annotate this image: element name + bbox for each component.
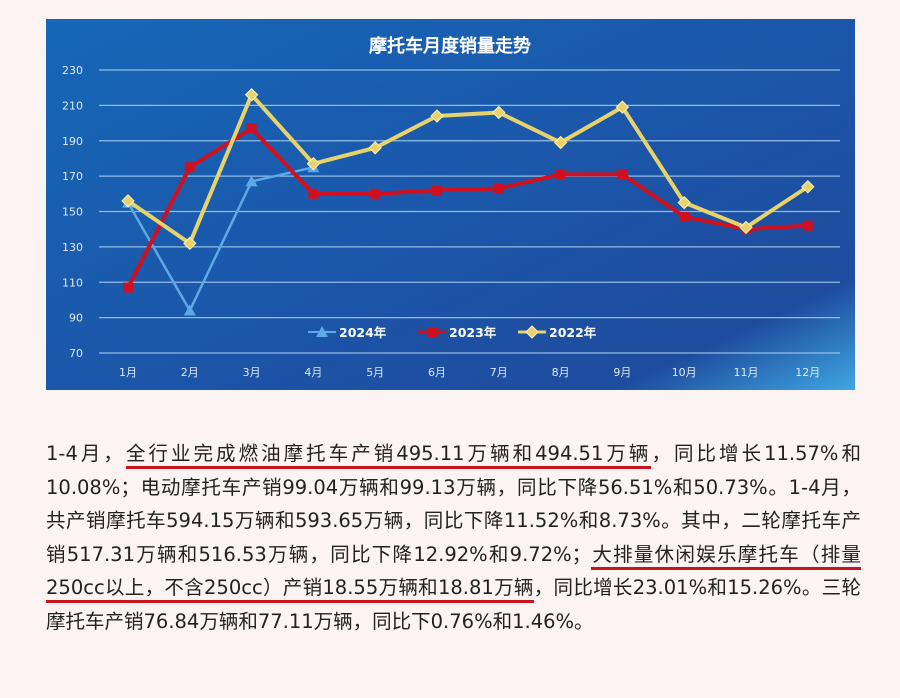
legend-marker	[427, 327, 437, 337]
x-tick-label: 3月	[243, 366, 261, 379]
series-line-2024年	[126, 166, 314, 312]
chart-title: 摩托车月度销量走势	[369, 35, 531, 57]
x-tick-label: 4月	[304, 366, 322, 379]
x-tick-label: 11月	[734, 366, 759, 379]
article-paragraph: 1-4月，全行业完成燃油摩托车产销495.11万辆和494.51万辆，同比增长1…	[46, 437, 861, 638]
legend-label: 2023年	[449, 325, 497, 340]
data-point	[183, 236, 197, 251]
data-point	[617, 169, 628, 180]
text-segment: 1-4月，	[46, 442, 126, 465]
legend-marker	[525, 325, 539, 339]
y-tick-label: 210	[62, 99, 83, 112]
line-chart: 摩托车月度销量走势 70 90 110 130 150 170 190 210 230 1月 2月 3…	[46, 19, 855, 390]
x-tick-label: 5月	[366, 366, 384, 379]
y-tick-label: 110	[62, 276, 83, 289]
series-line-2022年	[126, 92, 809, 246]
data-point	[244, 88, 259, 102]
x-tick-label: 7月	[490, 366, 508, 379]
data-point	[246, 123, 257, 134]
data-point	[430, 109, 444, 123]
data-point	[802, 220, 813, 231]
x-tick-label: 6月	[428, 366, 446, 379]
highlighted-text: 大排量休闲娱乐摩托车（排量250cc以上，不含250cc）产销18.55万辆和1…	[46, 542, 861, 603]
y-tick-label: 190	[62, 135, 83, 148]
data-point	[368, 141, 382, 155]
y-tick-label: 150	[62, 206, 83, 219]
text-segment: ，同比增长23.01%和15.26%。三轮摩托车产销76.84万辆和77.11万…	[46, 576, 861, 633]
series-line-2023年	[126, 126, 808, 289]
y-tick-label: 70	[69, 347, 83, 360]
y-tick-label: 230	[62, 64, 83, 77]
x-tick-label: 12月	[795, 366, 820, 379]
y-tick-label: 170	[62, 170, 83, 183]
data-point	[370, 188, 381, 199]
data-point	[432, 185, 442, 196]
data-point	[679, 211, 690, 222]
x-tick-label: 1月	[119, 366, 137, 379]
data-point	[123, 282, 133, 293]
data-point	[184, 162, 195, 173]
data-point	[801, 180, 815, 194]
chart-background	[46, 19, 855, 390]
highlighted-text: 全行业完成燃油摩托车产销495.11万辆和494.51万辆	[125, 442, 652, 469]
data-point	[615, 100, 630, 114]
x-tick-label: 8月	[552, 366, 570, 379]
data-point	[308, 188, 319, 199]
data-point	[555, 169, 566, 180]
x-tick-label: 9月	[613, 366, 631, 379]
legend-marker	[316, 326, 328, 337]
data-point	[677, 195, 691, 210]
data-point	[493, 183, 504, 194]
data-point	[553, 135, 568, 150]
x-tick-label: 10月	[672, 366, 697, 379]
data-point	[739, 220, 753, 235]
data-point	[121, 194, 135, 208]
text-segment: ，同比增长11.57%和10.08%；电动摩托车产销99.04万辆和99.13万…	[46, 442, 861, 566]
data-point	[492, 105, 506, 120]
data-point	[183, 304, 196, 316]
data-point	[245, 175, 258, 187]
legend-label: 2024年	[339, 325, 387, 340]
legend-label: 2022年	[549, 325, 597, 340]
y-tick-label: 90	[69, 312, 83, 325]
data-point	[306, 157, 321, 171]
y-tick-label: 130	[62, 241, 83, 254]
x-tick-label: 2月	[181, 366, 199, 379]
